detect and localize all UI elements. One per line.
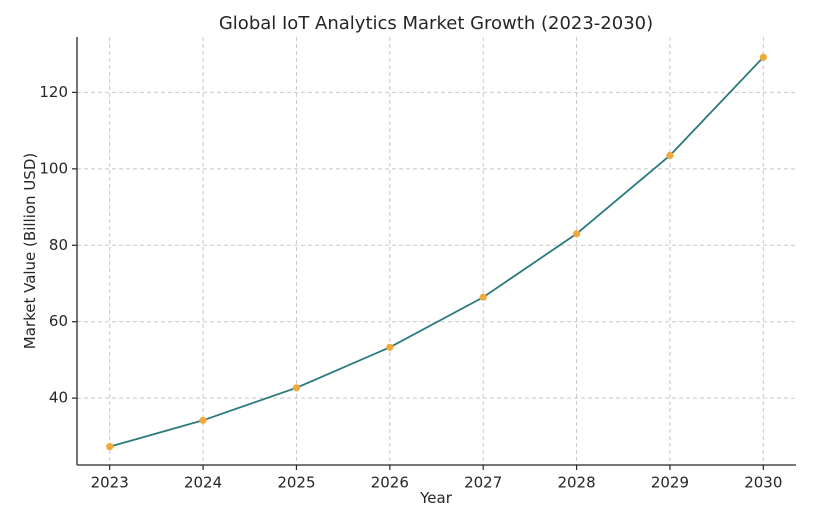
data-point-marker	[199, 416, 207, 424]
x-tick-label: 2025	[277, 474, 315, 492]
x-tick-label: 2024	[184, 474, 222, 492]
data-point-marker	[572, 230, 581, 238]
y-tick-label: 100	[39, 159, 68, 177]
series-layer	[109, 56, 764, 448]
data-point-marker	[386, 343, 394, 351]
x-tick-label: 2027	[464, 474, 502, 492]
x-tick-label: 2023	[91, 474, 129, 492]
grid-layer	[77, 37, 796, 465]
y-tick-label: 60	[49, 312, 68, 330]
data-point-marker	[106, 443, 114, 451]
markers-layer	[106, 53, 767, 451]
x-tick-label: 2030	[744, 474, 782, 492]
data-point-marker	[759, 53, 767, 61]
x-tick-label: 2026	[371, 474, 409, 492]
x-tick-label: 2029	[651, 474, 689, 492]
x-tick-label: 2028	[557, 474, 595, 492]
data-point-marker	[479, 293, 487, 301]
data-point-marker	[666, 151, 674, 160]
ticks-layer: 2023 2024 2025 2026 2027 2028 2029 2030 40 60 80 10…	[39, 83, 782, 492]
y-tick-label: 40	[49, 389, 68, 407]
y-axis-label: Market Value (Billion USD)	[21, 153, 39, 349]
chart-title: Global IoT Analytics Market Growth (2023…	[219, 13, 653, 34]
axes-spines	[76, 37, 796, 466]
data-point-marker	[292, 384, 301, 392]
y-tick-label: 120	[39, 83, 68, 101]
series-line	[109, 56, 764, 448]
x-axis-label: Year	[419, 489, 453, 507]
y-tick-label: 80	[49, 236, 68, 254]
